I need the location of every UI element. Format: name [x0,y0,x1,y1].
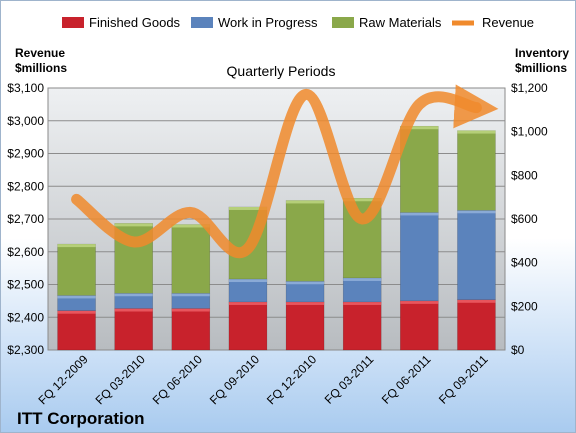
bar-highlight-finished-goods [400,300,439,304]
bar-finished-goods [342,301,382,351]
bar-highlight-raw-materials [400,126,439,130]
y-right-tick-label: $600 [511,212,538,226]
y-right-tick-label: $800 [511,168,538,182]
x-ticks: FQ 12-2009 FQ 03-2010 FQ 06-2010 FQ 09-2010… [35,352,490,407]
y-left-tick-label: $3,000 [7,114,44,128]
bar-finished-goods [57,310,96,351]
bar-highlight-raw-materials [171,224,210,228]
bar-highlight-work-in-progress [171,293,210,297]
y-right-tick-label: $400 [511,256,538,270]
bar-highlight-finished-goods [228,301,267,305]
x-tick-label: FQ 12-2010 [264,352,319,407]
y-left-tick-label: $2,700 [7,212,44,226]
revenue-line-path [71,84,499,259]
y-right-tick-label: $200 [511,299,538,313]
x-tick-label: FQ 06-2010 [150,352,205,407]
bar-raw-materials [285,200,325,282]
y-left-title-line2: $millions [15,61,67,75]
bar-highlight-finished-goods [343,301,382,305]
y-right-tick-label: $0 [511,343,525,357]
y-left-ticks: $2,300 $2,400 $2,500 $2,600 $2,700 $2,800 $2,9… [7,81,44,357]
bar-finished-goods [228,301,268,351]
x-tick-label: FQ 09-2011 [436,352,491,407]
bar-highlight-raw-materials [457,130,496,134]
bar-work-in-progress [457,210,496,301]
x-tick-label: FQ 12-2009 [35,352,90,407]
bar-raw-materials [57,243,96,296]
chart-subtitle: Quarterly Periods [227,63,336,79]
revenue-line [71,84,499,259]
y-left-tick-label: $3,100 [7,81,44,95]
legend: Finished Goods Work in Progress Raw Mate… [62,15,534,30]
legend-swatch-raw-materials [332,17,354,28]
bar-work-in-progress [228,278,268,303]
bar-highlight-finished-goods [286,301,325,305]
bar-finished-goods [171,308,211,351]
bar-finished-goods [400,300,439,351]
y-left-title-line1: Revenue [15,46,65,60]
legend-label-revenue: Revenue [482,15,534,30]
y-right-tick-label: $1,000 [511,125,548,139]
bar-highlight-raw-materials [57,244,96,248]
y-right-title-line1: Inventory [515,46,569,60]
bar-highlight-work-in-progress [57,295,96,299]
y-right-ticks: $0 $200 $400 $600 $800 $1,000 $1,200 [511,81,548,357]
x-tick-label: FQ 03-2011 [322,352,377,407]
y-left-tick-label: $2,600 [7,245,44,259]
y-left-tick-label: $2,500 [7,278,44,292]
chart-title: ITT Corporation [17,409,144,428]
bar-work-in-progress [342,277,382,303]
legend-swatch-work-in-progress [191,17,213,28]
bar-work-in-progress [285,280,325,303]
bar-highlight-work-in-progress [343,277,382,281]
bar-raw-materials [457,130,496,211]
bar-highlight-raw-materials [343,198,382,202]
y-left-tick-label: $2,300 [7,343,44,357]
bar-highlight-raw-materials [114,223,153,227]
bar-highlight-work-in-progress [400,212,439,216]
y-right-title-line2: $millions [515,61,567,75]
bar-highlight-raw-materials [286,200,325,204]
legend-label-finished-goods: Finished Goods [89,15,181,30]
bar-highlight-work-in-progress [114,293,153,297]
bar-highlight-work-in-progress [286,281,325,285]
bar-finished-goods [285,301,325,351]
bar-work-in-progress [400,212,439,302]
bar-highlight-finished-goods [57,310,96,314]
bar-raw-materials [171,224,211,294]
x-tick-label: FQ 09-2010 [207,352,262,407]
bar-finished-goods [114,308,153,351]
bar-highlight-finished-goods [457,299,496,303]
bar-highlight-work-in-progress [228,279,267,283]
legend-swatch-finished-goods [62,17,84,28]
bar-highlight-raw-materials [228,206,267,210]
legend-label-work-in-progress: Work in Progress [218,15,318,30]
bar-highlight-work-in-progress [457,210,496,214]
bar-highlight-finished-goods [171,308,210,312]
y-left-tick-label: $2,800 [7,179,44,193]
bar-finished-goods [457,299,496,351]
legend-label-raw-materials: Raw Materials [359,15,442,30]
y-left-tick-label: $2,900 [7,147,44,161]
y-left-tick-label: $2,400 [7,310,44,324]
y-right-tick-label: $1,200 [511,81,548,95]
bars [57,125,496,351]
x-tick-label: FQ 06-2011 [379,352,434,407]
x-tick-label: FQ 03-2010 [93,352,148,407]
bar-highlight-finished-goods [114,308,153,312]
